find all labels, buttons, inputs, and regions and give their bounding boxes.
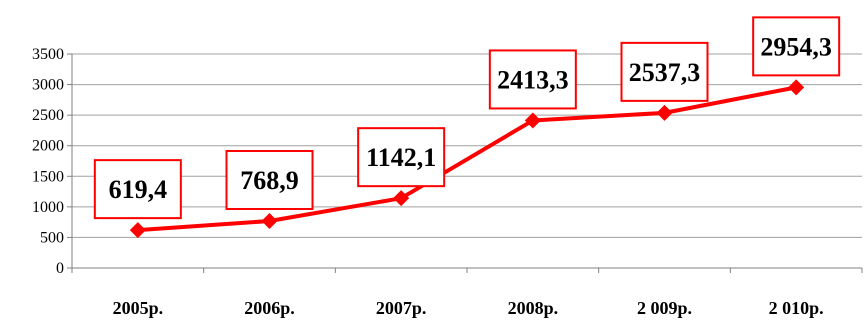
data-label: 2537,3 — [629, 58, 701, 87]
x-tick-label: 2 009р. — [637, 298, 692, 318]
data-label: 768,9 — [240, 166, 299, 195]
data-label: 2413,3 — [497, 65, 569, 94]
y-tick-label: 0 — [56, 260, 64, 277]
data-label: 1142,1 — [366, 143, 436, 172]
y-tick-label: 2500 — [32, 107, 64, 124]
data-label-box — [620, 41, 709, 102]
data-label-box — [93, 159, 182, 220]
x-tick-label: 2005р. — [113, 298, 164, 318]
y-axis-tick-labels: 0 500 1000 1500 2000 2500 3000 3500 — [32, 46, 64, 277]
x-tick-label: 2008р. — [508, 298, 559, 318]
data-label-box — [752, 16, 841, 77]
data-point-marker — [524, 112, 541, 129]
data-point-marker — [656, 104, 673, 121]
x-tick-label: 2 010р. — [769, 298, 824, 318]
y-tick-label: 3000 — [32, 77, 64, 94]
data-markers — [129, 79, 805, 239]
y-tick-label: 1500 — [32, 168, 64, 185]
data-point-marker — [393, 190, 410, 207]
series-line — [137, 85, 797, 233]
data-label-box — [357, 127, 446, 188]
axes — [67, 53, 863, 273]
data-point-marker — [261, 212, 278, 229]
data-label-box — [488, 49, 577, 110]
y-tick-label: 1000 — [32, 199, 64, 216]
series-line-group — [137, 85, 797, 233]
data-labels: 619,4 768,9 1142,1 2413,3 2537,3 2954,3 — [93, 16, 841, 220]
x-tick-label: 2007р. — [376, 298, 427, 318]
x-axis-tick-labels: 2005р. 2006р. 2007р. 2008р. 2 009р. 2 010р. — [113, 298, 824, 318]
y-tick-label: 500 — [40, 229, 64, 246]
gridlines — [72, 53, 862, 238]
data-label: 619,4 — [109, 175, 168, 204]
y-tick-label: 2000 — [32, 138, 64, 155]
y-tick-label: 3500 — [32, 46, 64, 63]
data-label: 2954,3 — [760, 32, 832, 61]
data-label-box — [225, 149, 314, 210]
data-point-marker — [129, 222, 146, 239]
x-tick-label: 2006р. — [244, 298, 295, 318]
data-point-marker — [788, 79, 805, 96]
